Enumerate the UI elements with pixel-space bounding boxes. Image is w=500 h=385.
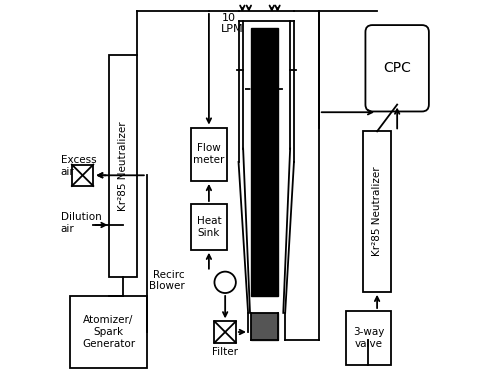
Text: Atomizer/
Spark
Generator: Atomizer/ Spark Generator: [82, 315, 135, 348]
Bar: [191, 204, 227, 250]
Bar: [214, 321, 236, 343]
Text: Recirc
Blower: Recirc Blower: [150, 270, 185, 291]
Polygon shape: [251, 313, 278, 340]
Text: Kr²85 Neutralizer: Kr²85 Neutralizer: [372, 167, 382, 256]
Bar: [70, 296, 147, 368]
Text: 3-way
valve: 3-way valve: [353, 327, 384, 348]
Bar: [72, 165, 94, 186]
Text: Dilution
air: Dilution air: [61, 212, 102, 234]
Bar: [346, 311, 392, 365]
Text: CPC: CPC: [383, 61, 411, 75]
Text: Excess
air: Excess air: [61, 155, 96, 177]
Text: Flow
meter: Flow meter: [193, 144, 224, 165]
Text: 10
LPM: 10 LPM: [222, 13, 244, 34]
FancyBboxPatch shape: [366, 25, 429, 112]
Text: Kr²85 Neutralizer: Kr²85 Neutralizer: [118, 121, 128, 211]
Text: Filter: Filter: [212, 347, 238, 357]
Bar: [191, 127, 227, 181]
Polygon shape: [251, 28, 278, 296]
Text: Heat
Sink: Heat Sink: [196, 216, 221, 238]
Bar: [363, 131, 392, 292]
Bar: [108, 55, 137, 276]
